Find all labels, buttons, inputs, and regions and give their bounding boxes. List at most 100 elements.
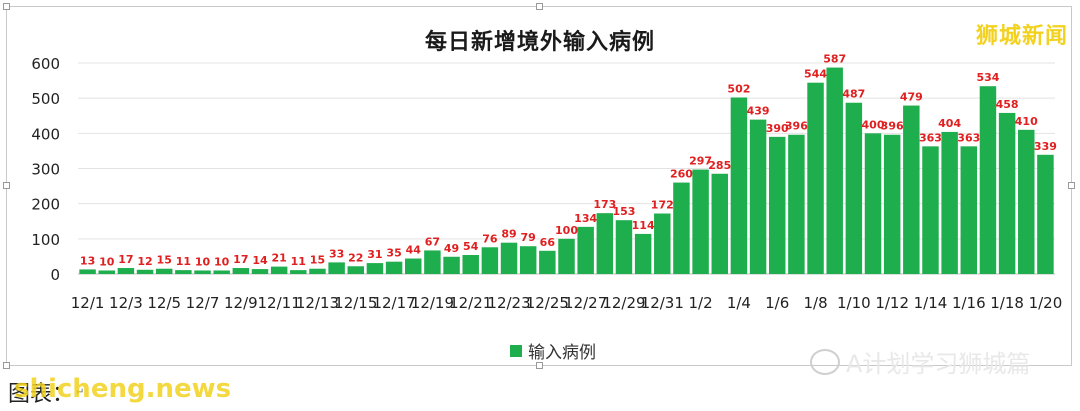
- resize-handle-left-center[interactable]: [3, 182, 10, 189]
- bar: [558, 238, 575, 274]
- bar: [424, 250, 441, 274]
- data-label: 114: [632, 219, 655, 232]
- bar: [175, 270, 192, 274]
- footer-label: 图表：: [8, 382, 75, 407]
- x-tick-label: 12/1: [71, 294, 105, 312]
- bar: [998, 112, 1016, 274]
- bar: [309, 268, 326, 274]
- bar: [1037, 154, 1054, 274]
- bar: [385, 261, 403, 274]
- x-tick-label: 12/27: [564, 294, 607, 312]
- data-label: 33: [329, 247, 344, 260]
- data-label: 363: [957, 131, 980, 144]
- bar: [826, 67, 843, 275]
- bar: [519, 246, 537, 274]
- x-tick-label: 1/18: [990, 294, 1024, 312]
- bar: [213, 270, 230, 274]
- data-label: 67: [425, 235, 440, 248]
- data-label: 15: [157, 254, 172, 267]
- bar: [596, 213, 614, 274]
- bar: [807, 82, 824, 275]
- brand-watermark: 狮城新闻: [975, 24, 1068, 49]
- bar: [1018, 129, 1035, 274]
- data-label: 285: [708, 159, 731, 172]
- data-label: 260: [670, 168, 693, 181]
- y-tick-label: 200: [31, 196, 60, 214]
- data-label: 10: [195, 255, 211, 268]
- data-label: 400: [862, 118, 885, 131]
- data-label: 396: [881, 120, 904, 133]
- data-label: 12: [137, 255, 152, 268]
- data-label: 17: [233, 253, 248, 266]
- data-label: 13: [80, 254, 95, 267]
- data-label: 396: [785, 120, 808, 133]
- paragraph-mark-icon: ↵: [76, 386, 85, 398]
- x-tick-label: 1/4: [727, 294, 751, 312]
- legend-swatch: [510, 344, 522, 357]
- wechat-icon: [810, 348, 840, 375]
- bar: [232, 268, 250, 274]
- bar: [290, 270, 307, 274]
- bar: [845, 102, 863, 274]
- x-tick-label: 1/8: [803, 294, 827, 312]
- bar: [577, 226, 594, 274]
- x-tick-label: 12/25: [526, 294, 569, 312]
- bar: [270, 266, 288, 274]
- bar: [634, 233, 652, 274]
- data-label: 544: [804, 68, 827, 81]
- data-label: 487: [842, 88, 865, 101]
- bar: [98, 270, 115, 274]
- resize-handle-right-center[interactable]: [1068, 182, 1075, 189]
- bar: [711, 173, 728, 274]
- data-label: 54: [463, 240, 479, 253]
- resize-handle-top-left[interactable]: [3, 3, 10, 10]
- x-tick-label: 1/6: [765, 294, 789, 312]
- bar: [941, 131, 958, 274]
- resize-handle-bottom-center[interactable]: [536, 362, 543, 369]
- data-label: 339: [1034, 140, 1057, 153]
- bar: [347, 266, 365, 274]
- wechat-watermark: A计划学习狮城篇: [810, 344, 1030, 379]
- x-tick-label: 1/20: [1029, 294, 1063, 312]
- bar: [117, 268, 135, 274]
- x-tick-label: 12/23: [487, 294, 530, 312]
- x-tick-label: 12/31: [641, 294, 684, 312]
- data-label: 153: [612, 205, 635, 218]
- resize-handle-bottom-left[interactable]: [3, 362, 10, 369]
- x-tick-label: 12/17: [372, 294, 415, 312]
- bar: [730, 97, 748, 274]
- data-label: 11: [176, 255, 191, 268]
- x-tick-label: 12/21: [449, 294, 492, 312]
- x-tick-label: 1/12: [875, 294, 909, 312]
- bar: [654, 213, 671, 274]
- data-label: 22: [348, 251, 363, 264]
- x-tick-label: 12/13: [296, 294, 339, 312]
- x-tick-label: 1/10: [837, 294, 871, 312]
- data-label: 410: [1015, 115, 1038, 128]
- legend: 输入病例: [510, 338, 596, 363]
- data-label: 49: [444, 242, 459, 255]
- x-tick-label: 12/9: [224, 294, 258, 312]
- data-label: 363: [919, 131, 942, 144]
- data-label: 17: [118, 253, 133, 266]
- data-label: 134: [574, 212, 597, 225]
- bar: [883, 134, 901, 274]
- bar: [788, 134, 805, 274]
- x-tick-label: 12/15: [334, 294, 377, 312]
- bar: [922, 146, 939, 274]
- footer-caption: 图表： ↵: [8, 376, 84, 408]
- footer-overlay-watermark: shicheng.news: [14, 374, 232, 404]
- data-label: 173: [593, 198, 616, 211]
- bar: [768, 136, 786, 274]
- bar: [749, 119, 767, 274]
- data-label: 10: [214, 255, 230, 268]
- x-tick-label: 12/19: [411, 294, 454, 312]
- data-label: 439: [747, 105, 770, 118]
- resize-handle-top-center[interactable]: [536, 3, 543, 10]
- y-tick-label: 100: [31, 231, 60, 249]
- bar: [79, 269, 96, 274]
- y-tick-label: 300: [31, 161, 60, 179]
- bar: [155, 268, 173, 274]
- bar: [443, 256, 460, 274]
